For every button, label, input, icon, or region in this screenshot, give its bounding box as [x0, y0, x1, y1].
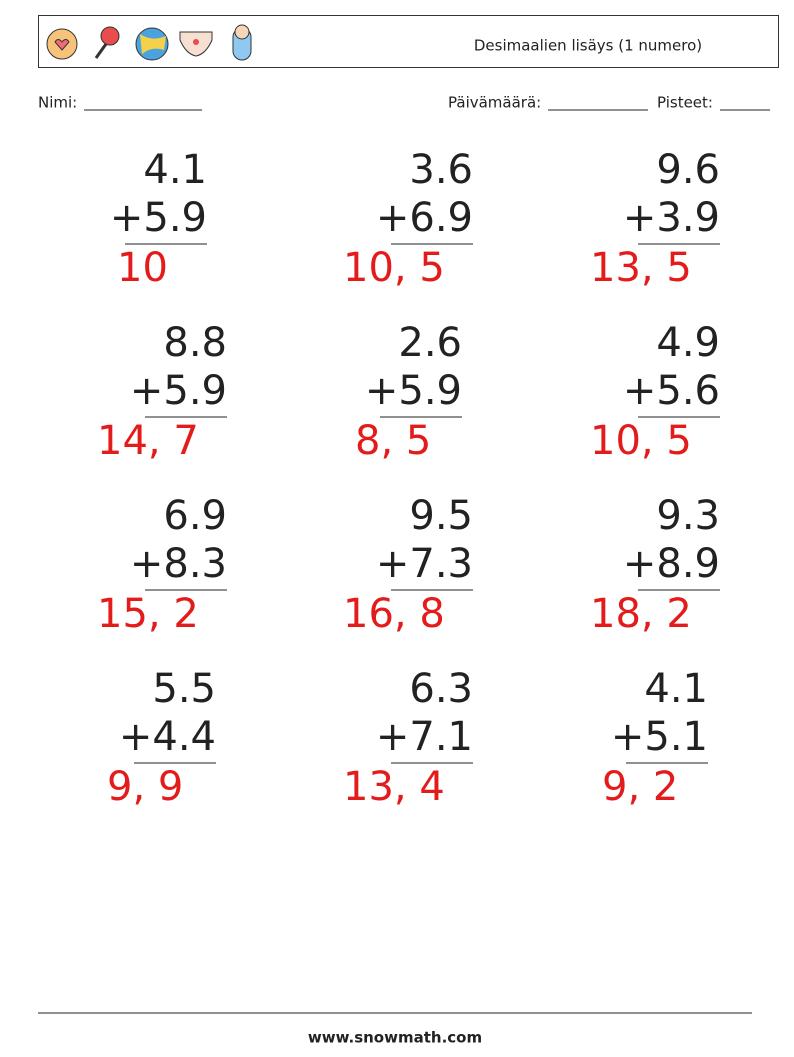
addend-top: 9.6 [656, 147, 720, 193]
answer: 9, 2 [602, 764, 678, 810]
date-label: Päivämäärä: [448, 94, 541, 112]
addend-bottom: +5.9 [365, 368, 462, 414]
addend-bottom: +3.9 [623, 195, 720, 241]
answer: 9, 9 [107, 764, 183, 810]
addend-bottom: +6.9 [376, 195, 473, 241]
addend-top: 4.1 [644, 666, 708, 712]
answer: 8, 5 [355, 418, 431, 464]
addend-top: 8.8 [163, 320, 227, 366]
addend-top: 6.3 [409, 666, 473, 712]
answer: 10, 5 [343, 245, 445, 291]
title: Desimaalien lisäys (1 numero) [474, 37, 702, 55]
addend-bottom: +5.1 [611, 714, 708, 760]
header-icons [46, 24, 252, 61]
answer: 13, 4 [343, 764, 445, 810]
name-label: Nimi: [38, 94, 77, 112]
addend-bottom: +5.6 [623, 368, 720, 414]
footer-site: www.snowmath.com [308, 1029, 482, 1047]
answer: 14, 7 [97, 418, 199, 464]
addend-top: 6.9 [163, 493, 227, 539]
answer: 13, 5 [590, 245, 692, 291]
header-box [38, 15, 779, 68]
addend-bottom: +7.3 [376, 541, 473, 587]
addend-bottom: +8.9 [623, 541, 720, 587]
addend-bottom: +8.3 [130, 541, 227, 587]
answer: 15, 2 [97, 591, 199, 637]
answer: 16, 8 [343, 591, 445, 637]
answer: 18, 2 [590, 591, 692, 637]
addend-top: 4.9 [656, 320, 720, 366]
score-label: Pisteet: [657, 94, 713, 112]
addend-top: 9.5 [409, 493, 473, 539]
addend-bottom: +4.4 [119, 714, 216, 760]
answer: 10 [117, 245, 168, 291]
addend-top: 9.3 [656, 493, 720, 539]
addend-bottom: +7.1 [376, 714, 473, 760]
answer: 10, 5 [590, 418, 692, 464]
addend-top: 4.1 [143, 147, 207, 193]
addend-top: 5.5 [152, 666, 216, 712]
addend-bottom: +5.9 [130, 368, 227, 414]
addend-top: 3.6 [409, 147, 473, 193]
addend-top: 2.6 [398, 320, 462, 366]
addend-bottom: +5.9 [110, 195, 207, 241]
